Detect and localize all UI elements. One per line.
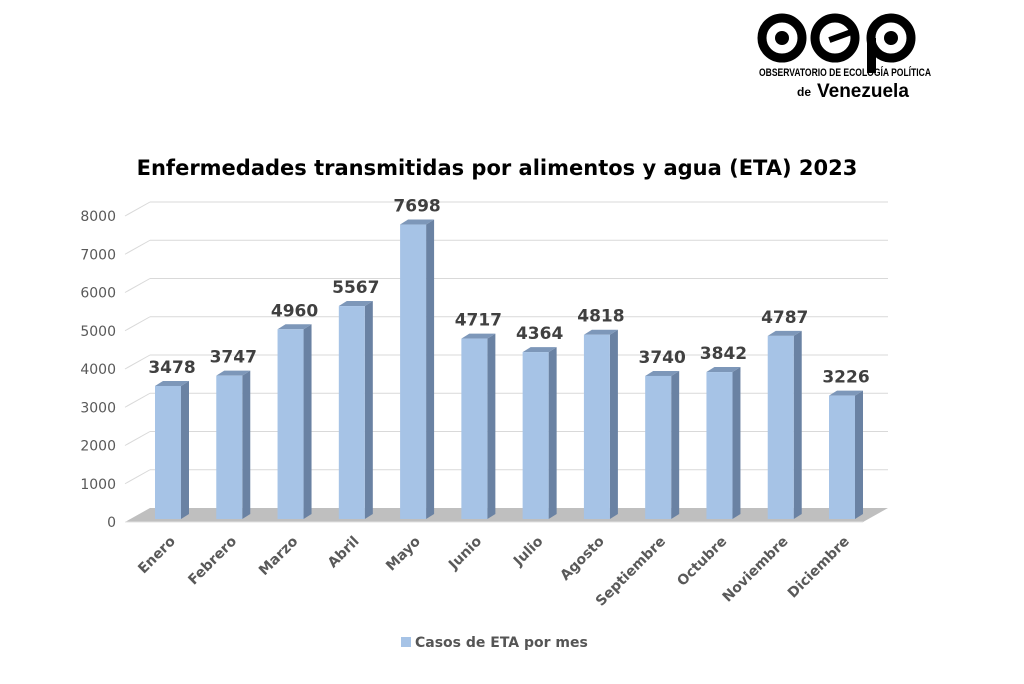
gridline-diagonal — [124, 469, 151, 485]
bar-top — [583, 329, 618, 335]
y-tick-label: 5000 — [80, 324, 116, 340]
bar — [522, 352, 549, 519]
bar-top — [829, 390, 863, 396]
x-tick-label: Octubre — [674, 534, 730, 590]
bar-side — [364, 301, 373, 519]
gridline-diagonal — [124, 239, 151, 255]
bar — [155, 385, 181, 519]
y-tick-label: 1000 — [80, 477, 116, 493]
bar-group: 4960 Marzo — [256, 301, 318, 579]
bar-top — [216, 370, 251, 376]
bar — [277, 329, 304, 519]
bar-top — [461, 333, 496, 339]
x-tick-label: Abril — [325, 534, 363, 572]
chart-title: Enfermedades transmitidas por alimentos … — [137, 156, 858, 180]
bar-side — [426, 219, 435, 519]
bar-group: 3747 Febrero — [185, 348, 257, 589]
bar — [400, 224, 427, 519]
x-tick-label: Junio — [445, 533, 485, 573]
gridline-diagonal — [124, 201, 151, 217]
data-label: 5567 — [332, 278, 379, 298]
x-tick-label: Noviembre — [720, 534, 792, 606]
bar-side — [855, 390, 863, 519]
legend-label: Casos de ETA por mes — [415, 635, 588, 651]
data-label: 4818 — [577, 307, 624, 327]
data-label: 4787 — [761, 308, 808, 328]
data-label: 4717 — [455, 311, 502, 331]
chart-floor — [125, 508, 888, 522]
bar-side — [181, 380, 189, 519]
data-label: 3740 — [639, 348, 686, 368]
bar-side — [242, 370, 251, 519]
data-label: 3842 — [700, 344, 747, 364]
data-label: 4960 — [271, 301, 318, 321]
y-tick-label: 4000 — [80, 362, 116, 378]
bar-side — [609, 329, 618, 519]
logo-line1: OBSERVATORIO DE ECOLOGÍA POLÍTICA — [759, 66, 931, 79]
bar-top — [706, 367, 741, 373]
bar-top — [277, 324, 312, 330]
gridline-diagonal — [124, 354, 151, 370]
gridline-diagonal — [124, 316, 151, 332]
x-tick-label: Diciembre — [785, 534, 853, 602]
bar-top — [400, 219, 435, 225]
bar-side — [732, 367, 741, 519]
x-tick-label: Marzo — [256, 533, 302, 579]
bar — [706, 372, 733, 519]
data-label: 7698 — [393, 197, 440, 217]
bar-group: 4364 Julio — [510, 324, 563, 570]
legend: Casos de ETA por mes — [401, 635, 588, 651]
bar-side — [548, 347, 557, 519]
bar-side — [793, 330, 802, 519]
data-label: 4364 — [516, 324, 563, 344]
x-tick-label: Agosto — [557, 533, 608, 584]
y-tick-label: 6000 — [80, 286, 116, 302]
y-tick-label: 3000 — [80, 400, 116, 416]
bar — [216, 375, 243, 519]
gridline-diagonal — [124, 278, 151, 293]
legend-swatch — [401, 637, 411, 647]
bar-group: 4717 Junio — [445, 311, 502, 574]
y-tick-label: 2000 — [80, 439, 116, 455]
logo-line2: Venezuela — [817, 81, 909, 102]
bar-group: 5567 Abril — [325, 278, 380, 571]
oep-logo: OBSERVATORIO DE ECOLOGÍA POLÍTICA de Ven… — [757, 13, 931, 102]
bar — [338, 306, 365, 519]
data-label: 3747 — [210, 348, 257, 368]
gridline-diagonal — [124, 392, 151, 408]
bar — [829, 395, 855, 519]
bar-group: 4818 Agosto — [557, 307, 624, 584]
logo-line2-prefix: de — [797, 85, 811, 99]
bar-group: 3842 Octubre — [674, 344, 747, 590]
x-tick-label: Febrero — [185, 533, 240, 588]
bar-top — [338, 301, 373, 307]
bar — [461, 338, 488, 519]
bar — [583, 334, 610, 519]
x-tick-label: Julio — [510, 533, 547, 570]
bar-side — [671, 370, 680, 519]
bar-side — [303, 324, 312, 519]
bar-top — [155, 380, 189, 386]
y-tick-label: 7000 — [80, 247, 116, 263]
bar-top — [645, 370, 680, 376]
y-tick-label: 8000 — [80, 209, 116, 225]
bar-side — [487, 333, 496, 519]
bar-top — [767, 330, 802, 336]
bar — [767, 335, 794, 519]
gridline-diagonal — [124, 431, 151, 446]
bar-top — [522, 347, 557, 353]
x-tick-label: Enero — [135, 533, 179, 577]
data-label: 3478 — [148, 358, 195, 378]
data-label: 3226 — [822, 368, 869, 388]
bar — [645, 375, 672, 519]
y-tick-label: 0 — [107, 515, 116, 531]
x-tick-label: Mayo — [383, 533, 424, 574]
bar-group: 3478 Enero — [135, 358, 195, 577]
